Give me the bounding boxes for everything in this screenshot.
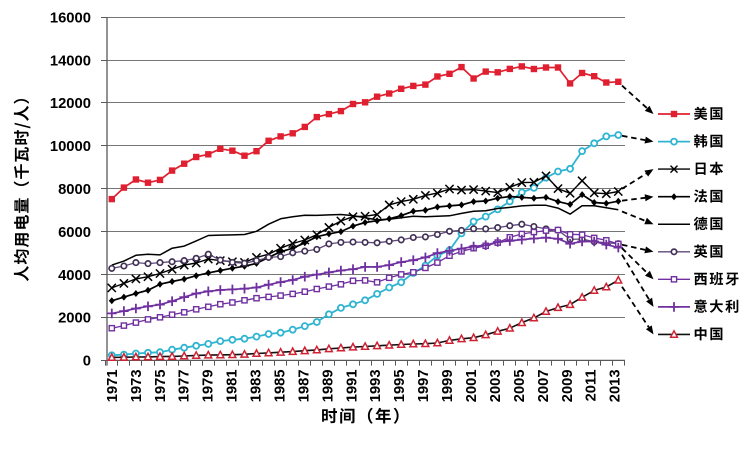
- svg-text:2003: 2003: [488, 370, 504, 403]
- svg-text:2009: 2009: [560, 370, 576, 403]
- svg-text:10000: 10000: [50, 139, 91, 155]
- svg-text:1985: 1985: [273, 370, 289, 403]
- svg-text:1987: 1987: [296, 370, 312, 403]
- svg-text:1973: 1973: [129, 370, 145, 403]
- svg-text:1991: 1991: [344, 370, 360, 403]
- svg-text:16000: 16000: [50, 10, 91, 26]
- svg-text:1979: 1979: [201, 370, 217, 403]
- svg-text:1977: 1977: [177, 370, 193, 403]
- svg-text:1981: 1981: [225, 370, 241, 403]
- svg-text:1989: 1989: [320, 370, 336, 403]
- svg-text:1983: 1983: [249, 370, 265, 403]
- svg-text:2000: 2000: [58, 311, 91, 327]
- svg-text:14000: 14000: [50, 53, 91, 69]
- svg-text:2005: 2005: [512, 370, 528, 403]
- svg-text:1997: 1997: [416, 370, 432, 403]
- svg-text:2007: 2007: [536, 370, 552, 403]
- svg-text:0: 0: [83, 354, 91, 370]
- svg-text:6000: 6000: [58, 225, 91, 241]
- svg-text:2001: 2001: [464, 370, 480, 403]
- svg-text:1999: 1999: [440, 370, 456, 403]
- svg-text:2011: 2011: [584, 370, 600, 402]
- svg-text:1975: 1975: [153, 370, 169, 403]
- svg-text:8000: 8000: [58, 182, 91, 198]
- svg-text:1971: 1971: [105, 370, 121, 403]
- svg-text:2013: 2013: [608, 370, 624, 403]
- svg-text:4000: 4000: [58, 268, 91, 284]
- svg-text:1995: 1995: [392, 370, 408, 403]
- svg-text:1993: 1993: [368, 370, 384, 403]
- svg-text:12000: 12000: [50, 96, 91, 112]
